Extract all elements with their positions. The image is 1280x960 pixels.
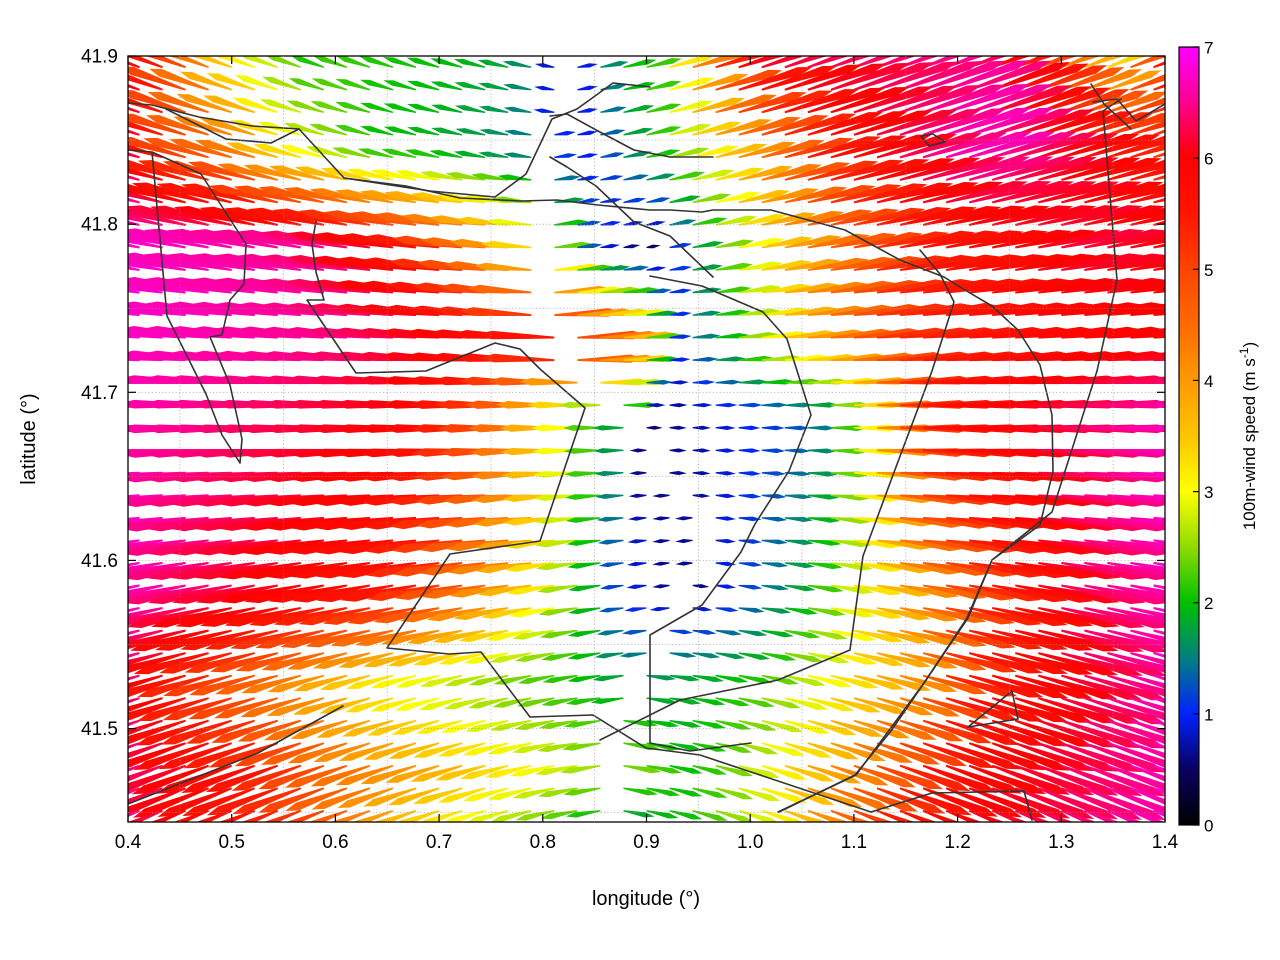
- svg-text:7: 7: [1204, 39, 1213, 58]
- svg-text:0.8: 0.8: [530, 832, 556, 853]
- svg-text:0.5: 0.5: [218, 832, 244, 853]
- svg-text:0.6: 0.6: [322, 832, 348, 853]
- svg-text:1.4: 1.4: [1152, 832, 1179, 853]
- svg-text:3: 3: [1204, 483, 1213, 502]
- svg-text:longitude (°): longitude (°): [592, 888, 700, 910]
- svg-text:100m-wind speed (m s-1): 100m-wind speed (m s-1): [1237, 342, 1259, 530]
- svg-text:1: 1: [1204, 705, 1213, 724]
- svg-text:41.5: 41.5: [81, 719, 118, 740]
- svg-text:5: 5: [1204, 261, 1213, 280]
- svg-text:latitude (°): latitude (°): [18, 393, 40, 484]
- svg-text:0.4: 0.4: [115, 832, 142, 853]
- svg-text:1.0: 1.0: [737, 832, 763, 853]
- svg-text:41.9: 41.9: [81, 47, 118, 68]
- svg-text:41.6: 41.6: [81, 551, 118, 572]
- svg-text:2: 2: [1204, 594, 1213, 613]
- svg-text:41.8: 41.8: [81, 215, 118, 236]
- svg-text:0: 0: [1204, 817, 1213, 836]
- svg-text:41.7: 41.7: [81, 383, 118, 404]
- svg-text:0.7: 0.7: [426, 832, 452, 853]
- svg-text:6: 6: [1204, 150, 1213, 169]
- svg-text:1.3: 1.3: [1048, 832, 1074, 853]
- svg-text:4: 4: [1204, 372, 1213, 391]
- svg-text:1.2: 1.2: [944, 832, 970, 853]
- svg-text:1.1: 1.1: [841, 832, 867, 853]
- svg-text:0.9: 0.9: [633, 832, 659, 853]
